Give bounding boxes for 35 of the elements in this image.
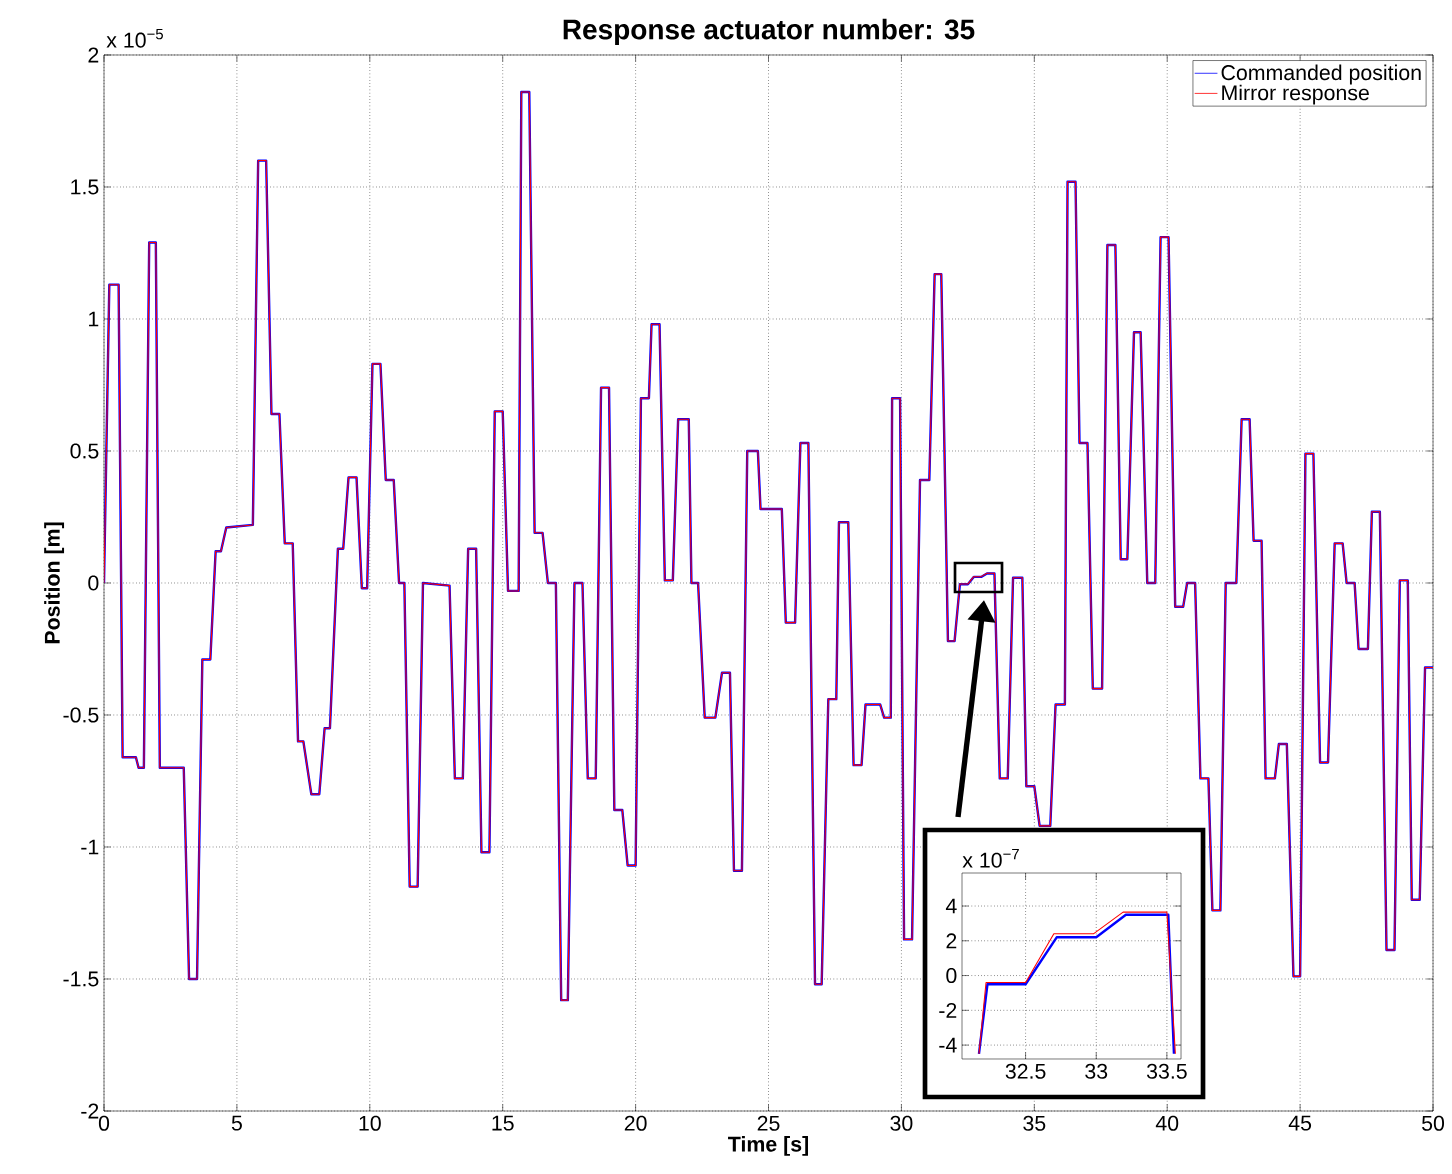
x-axis-title: Time [s] [728, 1135, 808, 1156]
x-tick-label: 20 [624, 1115, 647, 1131]
y-axis-title: Position [m] [44, 522, 65, 644]
x-tick-label: 40 [1155, 1115, 1179, 1131]
x-tick-label: 45 [1288, 1115, 1312, 1131]
y-tick-label: 0 [946, 968, 957, 984]
x-tick-label: 10 [359, 1115, 381, 1131]
x-tick-label: 5 [231, 1115, 242, 1131]
x-tick-label: 15 [492, 1115, 514, 1131]
x-tick-label: 35 [1023, 1115, 1046, 1131]
y-tick-label: -1.5 [63, 971, 99, 987]
y-tick-label: -0.5 [63, 707, 99, 723]
x-tick-label: 30 [890, 1115, 913, 1131]
annotation: x 10$^{−7}$ [962, 848, 1019, 868]
x-tick-label: 50 [1422, 1115, 1445, 1131]
x-tick-label: 25 [757, 1115, 780, 1131]
y-tick-label: 0 [88, 575, 99, 591]
legend-label: Commanded position [1221, 64, 1421, 85]
y-tick-label: 2 [946, 933, 957, 949]
legend-label: Mirror response [1222, 84, 1369, 105]
y-tick-label: -1 [81, 839, 99, 855]
x-tick-label: 33 [1085, 1063, 1108, 1079]
y-tick-label: -2 [81, 1103, 99, 1119]
y-tick-label: 1 [89, 311, 99, 327]
y-tick-label: 4 [945, 898, 957, 914]
chart-title: Response actuator number: 35 [563, 18, 975, 45]
x-tick-label: 0 [98, 1115, 110, 1131]
text: x 10$^{−5}$ [106, 28, 163, 48]
y-tick-label: 0.5 [70, 443, 99, 459]
x-tick-label: 33.5 [1146, 1063, 1187, 1079]
y-tick-label: 1.5 [71, 179, 99, 195]
x-tick-label: 32.5 [1005, 1063, 1046, 1079]
y-tick-label: -2 [939, 1002, 957, 1018]
y-tick-label: 2 [88, 47, 99, 63]
y-tick-label: -4 [939, 1037, 957, 1053]
